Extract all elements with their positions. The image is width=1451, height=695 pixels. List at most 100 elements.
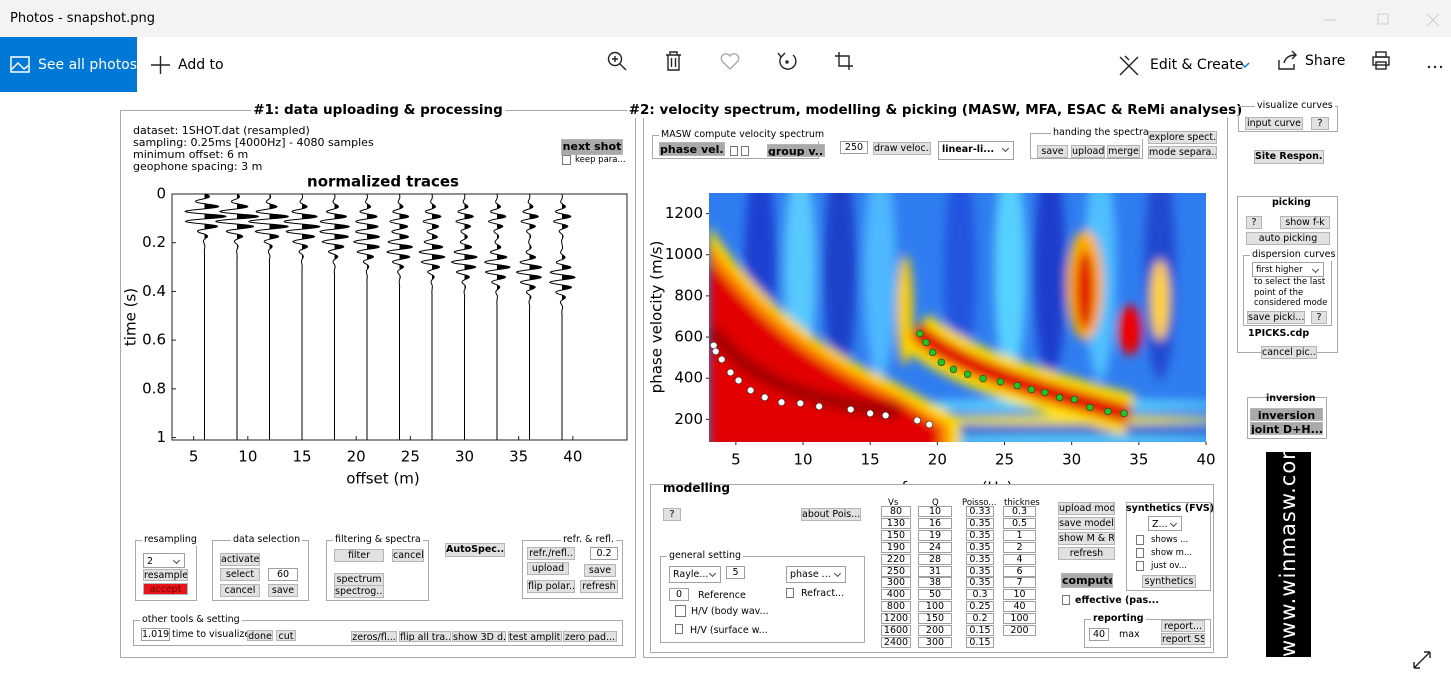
edit-icon[interactable] — [1119, 55, 1250, 76]
model-cell[interactable]: 0.35 — [966, 577, 994, 589]
share-label[interactable]: Share — [1305, 53, 1346, 69]
favorite-icon[interactable] — [720, 53, 740, 70]
input[interactable]: 0 — [669, 588, 689, 601]
model-cell[interactable]: 0.35 — [966, 517, 994, 529]
button[interactable]: flip polar... — [527, 580, 575, 593]
button[interactable]: joint D+H... — [1250, 422, 1323, 435]
model-cell[interactable]: 100 — [1003, 613, 1036, 625]
button[interactable]: save model — [1058, 517, 1115, 530]
checkbox[interactable] — [730, 146, 738, 156]
model-cell[interactable]: 1200 — [881, 613, 911, 625]
button[interactable]: refresh — [1058, 547, 1115, 560]
checkbox[interactable] — [1136, 561, 1144, 571]
add-to-label[interactable]: Add to — [178, 57, 224, 73]
model-cell[interactable]: 50 — [918, 589, 952, 601]
model-cell[interactable]: 0.35 — [966, 553, 994, 565]
button[interactable]: refresh — [580, 580, 618, 593]
button[interactable]: report... — [1161, 620, 1205, 632]
dropdown[interactable]: phase ... — [786, 566, 846, 583]
input[interactable]: 250 — [840, 141, 868, 154]
button[interactable]: upload mod... — [1058, 502, 1115, 515]
button[interactable]: accept — [143, 583, 188, 595]
button[interactable]: upload — [527, 562, 569, 575]
button[interactable]: inversion — [1250, 408, 1323, 421]
button[interactable]: save — [268, 584, 298, 597]
model-cell[interactable]: 2 — [1003, 541, 1036, 553]
model-cell[interactable]: 2400 — [881, 636, 911, 648]
button[interactable]: show M & R — [1058, 532, 1115, 545]
model-cell[interactable]: 300 — [918, 636, 952, 648]
button[interactable]: show f-k — [1280, 216, 1330, 229]
button[interactable]: report SS — [1161, 633, 1205, 645]
button[interactable]: ? — [1311, 311, 1327, 324]
model-cell[interactable]: 250 — [881, 565, 911, 577]
model-cell[interactable]: 220 — [881, 553, 911, 565]
button[interactable]: mode separa... — [1148, 146, 1217, 159]
delete-icon[interactable] — [666, 51, 681, 71]
crop-icon[interactable] — [835, 52, 853, 70]
button[interactable]: phase vel... — [659, 142, 725, 156]
model-cell[interactable]: 0.35 — [966, 529, 994, 541]
button[interactable]: synthetics — [1142, 575, 1196, 588]
model-cell[interactable]: 80 — [881, 506, 911, 517]
input[interactable]: 0.2 — [590, 547, 618, 560]
model-cell[interactable]: 0.3 — [966, 589, 994, 601]
add-icon[interactable] — [151, 56, 170, 74]
edit-create-label[interactable]: Edit & Create — [1150, 57, 1244, 73]
checkbox[interactable] — [786, 588, 794, 598]
button[interactable]: next shot — [561, 139, 623, 155]
button[interactable]: auto picking — [1246, 232, 1330, 245]
button[interactable]: select — [220, 568, 260, 581]
model-cell[interactable]: 16 — [918, 517, 952, 529]
model-cell[interactable]: 1 — [1003, 529, 1036, 541]
model-cell[interactable]: 0.25 — [966, 601, 994, 613]
button[interactable]: AutoSpec... — [445, 543, 505, 557]
model-cell[interactable]: 800 — [881, 601, 911, 613]
model-cell[interactable]: 300 — [881, 577, 911, 589]
model-cell[interactable]: 0.35 — [966, 541, 994, 553]
model-cell[interactable]: 130 — [881, 517, 911, 529]
model-cell[interactable]: 0.35 — [966, 565, 994, 577]
model-cell[interactable]: 40 — [1003, 601, 1036, 613]
button[interactable]: about Pois... — [801, 508, 861, 521]
see-all-button[interactable] — [0, 37, 137, 92]
button[interactable]: compute — [1061, 573, 1113, 588]
checkbox[interactable] — [1136, 548, 1144, 558]
zoom-icon[interactable] — [607, 51, 627, 71]
model-cell[interactable]: 200 — [1003, 625, 1036, 636]
print-icon[interactable] — [1372, 51, 1390, 70]
button[interactable]: merge — [1107, 145, 1140, 158]
dropdown[interactable]: Z... — [1148, 516, 1182, 531]
button[interactable]: Site Respon... — [1254, 150, 1324, 164]
button[interactable]: explore spect... — [1148, 131, 1217, 144]
model-cell[interactable]: 24 — [918, 541, 952, 553]
button[interactable]: cancel — [220, 584, 260, 597]
button[interactable]: zeros/fl... — [351, 631, 397, 642]
more-icon[interactable] — [1427, 65, 1443, 69]
button[interactable]: cancel pic... — [1261, 346, 1317, 359]
rotate-icon[interactable] — [777, 52, 797, 70]
input[interactable]: 40 — [1089, 628, 1109, 641]
model-cell[interactable]: 28 — [918, 553, 952, 565]
button[interactable]: zero pad... — [563, 631, 617, 642]
checkbox[interactable] — [562, 155, 571, 165]
model-cell[interactable]: 150 — [918, 613, 952, 625]
button[interactable]: ? — [663, 508, 681, 521]
button[interactable]: upload — [1071, 145, 1105, 158]
model-cell[interactable]: 31 — [918, 565, 952, 577]
button[interactable]: ? — [1246, 216, 1262, 229]
button[interactable]: show 3D d... — [452, 631, 506, 642]
dropdown[interactable]: first higher — [1252, 262, 1324, 277]
checkbox[interactable] — [1062, 595, 1070, 605]
button[interactable]: test amplit... — [508, 631, 562, 642]
button[interactable]: resample — [143, 569, 188, 581]
input[interactable]: 1.019 — [141, 628, 170, 641]
checkbox[interactable] — [675, 605, 686, 617]
see-all-label[interactable]: See all photos — [38, 57, 138, 73]
model-cell[interactable]: 6 — [1003, 565, 1036, 577]
button[interactable]: filter — [334, 549, 384, 562]
button[interactable]: spectrog... — [334, 585, 384, 598]
checkbox[interactable] — [675, 624, 683, 634]
window-controls[interactable] — [1324, 13, 1440, 27]
model-cell[interactable]: 100 — [918, 601, 952, 613]
